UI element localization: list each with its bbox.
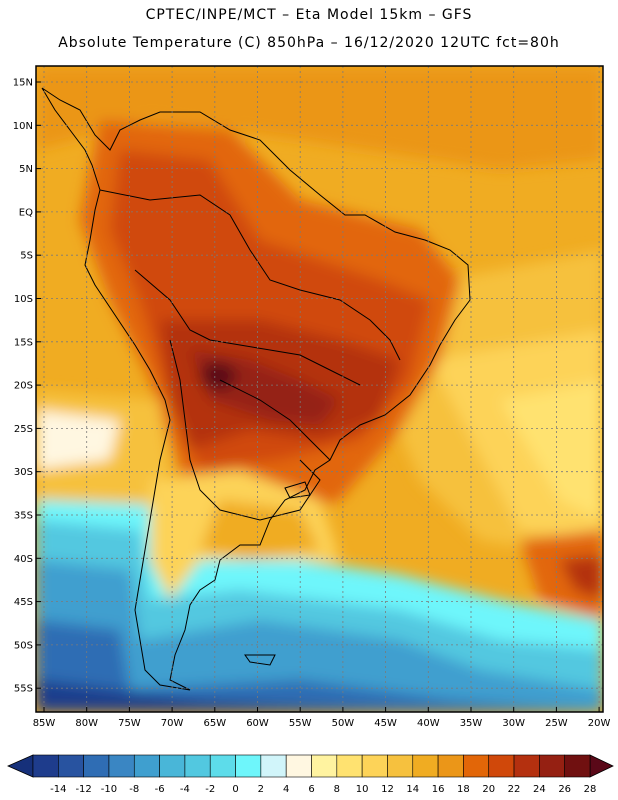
colorbar-swatch [32, 754, 59, 778]
lon-label: 40W [417, 718, 440, 729]
lon-label: 25W [545, 718, 568, 729]
colorbar-swatch [260, 754, 287, 778]
colorbar-swatch [108, 754, 135, 778]
colorbar-swatch [513, 754, 540, 778]
border-paraguay [219, 379, 331, 461]
lat-label: 35S [14, 511, 33, 522]
colorbar-label: 22 [508, 784, 521, 795]
lon-label: 60W [246, 718, 269, 729]
colorbar-label: 24 [533, 784, 546, 795]
colorbar-label: -2 [205, 784, 215, 795]
colorbar-label: -8 [129, 784, 139, 795]
colorbar-label: -14 [50, 784, 66, 795]
colorbar-swatch [209, 754, 236, 778]
lon-label: 75W [118, 718, 141, 729]
lon-label: 85W [33, 718, 56, 729]
lat-label: 40S [14, 554, 33, 565]
lat-label: EQ [19, 207, 33, 218]
lon-label: 70W [161, 718, 184, 729]
lat-label: 45S [14, 597, 33, 608]
colorbar-label: 26 [558, 784, 571, 795]
colorbar-swatch [361, 754, 388, 778]
colorbar-label: -12 [75, 784, 91, 795]
lat-label: 50S [14, 640, 33, 651]
field-south-neg4 [36, 560, 603, 712]
lat-label: 10S [14, 294, 33, 305]
field-atlantic-12 [500, 380, 603, 520]
lat-label: 25S [14, 424, 33, 435]
colorbar-label: 6 [308, 784, 314, 795]
lon-label: 80W [75, 718, 98, 729]
lat-label: 15S [14, 337, 33, 348]
colorbar-label: -4 [180, 784, 190, 795]
colorbar-label: 20 [482, 784, 495, 795]
lon-label: 55W [289, 718, 312, 729]
field-se-20 [520, 530, 603, 620]
lat-label: 30S [14, 467, 33, 478]
colorbar-label: 16 [432, 784, 445, 795]
longitude-axis: 85W 80W 75W 70W 65W 60W 55W 50W 45W 40W 35W 30W 25W 2… [33, 707, 611, 729]
colorbar-swatch [387, 754, 414, 778]
colorbar-swatch [235, 754, 262, 778]
colorbar-swatch [159, 754, 186, 778]
colorbar-label: 10 [356, 784, 369, 795]
temperature-field [36, 66, 603, 712]
rio-de-la-plata [284, 481, 311, 499]
lon-label: 45W [374, 718, 397, 729]
continent-coastline [41, 87, 471, 691]
colorbar-swatch [336, 754, 363, 778]
lat-label: 5S [20, 251, 33, 262]
colorbar-label: 2 [258, 784, 264, 795]
coastlines [41, 87, 471, 691]
colorbar-swatch [488, 754, 515, 778]
colorbar-label: 4 [283, 784, 289, 795]
field-patagonia-18 [200, 500, 320, 560]
colorbar-swatch [58, 754, 84, 778]
chart-title-line2: Absolute Temperature (C) 850hPa – 16/12/… [58, 35, 560, 51]
colorbar-swatch [311, 754, 338, 778]
colorbar-label: -10 [101, 784, 117, 795]
lon-label: 20W [588, 718, 611, 729]
field-pacific-6 [36, 410, 120, 470]
field-south-neg12 [36, 680, 400, 712]
colorbar-swatch [184, 754, 211, 778]
lon-label: 30W [502, 718, 525, 729]
lat-label: 15N [13, 78, 33, 89]
border-central [134, 269, 361, 386]
colorbar-swatch [412, 754, 439, 778]
colorbar-label: 12 [381, 784, 394, 795]
colorbar-high-arrow [589, 754, 614, 778]
colorbar-label: 14 [406, 784, 419, 795]
colorbar-label: 0 [232, 784, 238, 795]
colorbar-swatch [463, 754, 490, 778]
latitude-axis: 15N 10N 5N EQ 5S 10S 15S 20S 25S 30S 35S 40S 45S 50S 5… [13, 78, 41, 695]
lon-label: 65W [203, 718, 226, 729]
colorbar-swatch [564, 754, 591, 778]
colorbar-swatch [437, 754, 464, 778]
lat-label: 55S [14, 684, 33, 695]
colorbar-swatch [285, 754, 312, 778]
lat-label: 10N [13, 121, 33, 132]
colorbar-swatch [83, 754, 110, 778]
colorbar-label: -6 [155, 784, 165, 795]
field-north-18 [36, 66, 603, 170]
border-north [99, 189, 401, 361]
lat-label: 5N [19, 164, 33, 175]
lon-label: 50W [332, 718, 355, 729]
lon-label: 35W [460, 718, 483, 729]
colorbar-swatch [539, 754, 565, 778]
falklands [244, 654, 276, 666]
map-frame [35, 65, 604, 713]
colorbar-label: 28 [584, 784, 597, 795]
colorbar-label: 8 [334, 784, 340, 795]
colorbar-label: 18 [457, 784, 470, 795]
field-se-24 [560, 555, 603, 600]
lat-label: 20S [14, 381, 33, 392]
chart-title-line1: CPTEC/INPE/MCT – Eta Model 15km – GFS [145, 7, 473, 23]
colorbar-low-arrow [7, 754, 34, 778]
field-south-neg8 [36, 620, 603, 712]
colorbar-swatch [133, 754, 160, 778]
colorbar: -14 -12 -10 -8 -6 -4 -2 0 2 4 6 8 10 12 14 16 18 20 22 24 26… [7, 754, 614, 795]
